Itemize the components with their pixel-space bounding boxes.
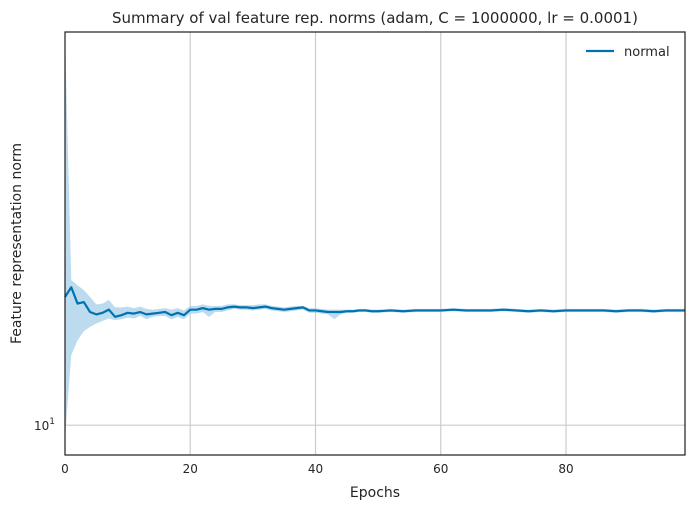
x-axis-label: Epochs (350, 485, 400, 501)
legend-label-normal: normal (624, 45, 670, 60)
x-tick-labels: 0 20 40 60 80 (61, 462, 573, 476)
y-axis-label: Feature representation norm (9, 143, 25, 344)
x-tick-label: 0 (61, 462, 69, 476)
series-line-normal (64, 286, 685, 318)
confidence-band-normal (65, 34, 685, 439)
plot-frame (64, 31, 686, 456)
x-tick-label: 40 (308, 462, 323, 476)
legend: normal (586, 45, 670, 60)
x-tick-label: 20 (183, 462, 198, 476)
series-line-layer (64, 286, 685, 318)
y-tick-label: 101 (34, 417, 55, 433)
grid-lines (65, 32, 685, 455)
y-tick-labels: 101 (34, 417, 55, 433)
chart-title: Summary of val feature rep. norms (adam,… (112, 9, 638, 27)
confidence-band-layer (65, 34, 685, 439)
x-tick-label: 60 (433, 462, 448, 476)
x-tick-label: 80 (558, 462, 573, 476)
